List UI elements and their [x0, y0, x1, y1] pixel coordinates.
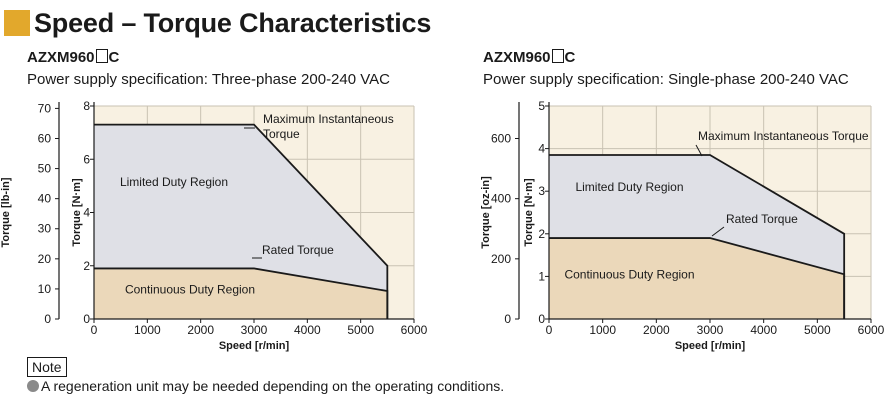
- model-name-left: AZXM960 C: [27, 49, 120, 66]
- speed-torque-chart-single-phase: 0 1000 2000 3000 4000 5000 6000 0 1 2 3 4 5 0 200 400 60…: [480, 99, 885, 352]
- y-axis-label: Torque [N·m]: [523, 178, 535, 247]
- y2-tick-label: 400: [491, 192, 511, 206]
- model-name-right: AZXM960 C: [483, 49, 576, 66]
- y-tick-label: 1: [538, 269, 545, 283]
- limited-duty-region-label: Limited Duty Region: [575, 180, 683, 194]
- x-axis-label: Speed [r/min]: [675, 340, 746, 352]
- y-tick-label: 0: [538, 312, 545, 326]
- y-tick-label: 3: [538, 184, 545, 198]
- x-tick-label: 6000: [401, 323, 428, 337]
- rated-torque-label: Rated Torque: [262, 243, 334, 257]
- power-spec-left: Power supply specification: Three-phase …: [27, 71, 390, 88]
- y2-tick-label: 30: [38, 222, 52, 236]
- x-tick-label: 1000: [589, 323, 616, 337]
- y2-tick-label: 200: [491, 252, 511, 266]
- y2-tick-label: 20: [38, 252, 52, 266]
- x-tick-label: 2000: [643, 323, 670, 337]
- rated-torque-curve: [549, 237, 846, 319]
- y2-tick-label: 40: [38, 192, 52, 206]
- bullet-icon: [27, 380, 39, 392]
- rated-torque-curve: [94, 267, 389, 319]
- rated-torque-label: Rated Torque: [726, 212, 798, 226]
- y-tick-label: 4: [538, 142, 545, 156]
- x-tick-label: 5000: [804, 323, 831, 337]
- y-tick-label: 2: [538, 227, 545, 241]
- limited-duty-region-area: [549, 154, 845, 275]
- continuous-duty-region-area: [94, 268, 388, 319]
- y-tick-label: 4: [83, 206, 90, 220]
- x-tick-label: 5000: [347, 323, 374, 337]
- y2-axis-label: Torque [oz-in]: [480, 176, 492, 249]
- limited-duty-region-area: [94, 124, 388, 292]
- note-text: A regeneration unit may be needed depend…: [27, 378, 504, 394]
- y-tick-label: 0: [83, 312, 90, 326]
- x-tick-label: 0: [546, 323, 553, 337]
- y-tick-label: 5: [538, 99, 545, 113]
- y2-tick-label: 600: [491, 131, 511, 145]
- y2-tick-label: 0: [44, 312, 51, 326]
- x-tick-label: 0: [91, 323, 98, 337]
- x-tick-label: 3000: [697, 323, 724, 337]
- y2-tick-label: 10: [38, 282, 52, 296]
- max-torque-label: Maximum Instantaneous Torque: [263, 112, 394, 141]
- y-tick-label: 6: [83, 152, 90, 166]
- continuous-duty-region-area: [549, 238, 845, 319]
- y-tick-label: 8: [83, 99, 90, 113]
- title-square-icon: [4, 10, 30, 36]
- y2-tick-label: 60: [38, 131, 52, 145]
- continuous-duty-region-label: Continuous Duty Region: [125, 283, 255, 297]
- continuous-duty-region-label: Continuous Duty Region: [564, 268, 694, 282]
- x-tick-label: 2000: [187, 323, 214, 337]
- x-tick-label: 4000: [294, 323, 321, 337]
- y2-tick-label: 50: [38, 162, 52, 176]
- x-tick-label: 1000: [134, 323, 161, 337]
- y2-axis-label: Torque [lb-in]: [0, 177, 12, 247]
- x-tick-label: 3000: [241, 323, 268, 337]
- page-title: Speed – Torque Characteristics: [34, 7, 432, 38]
- y-tick-label: 2: [83, 259, 90, 273]
- power-spec-right: Power supply specification: Single-phase…: [483, 71, 849, 88]
- y2-tick-label: 0: [504, 312, 511, 326]
- x-tick-label: 4000: [750, 323, 777, 337]
- x-axis-label: Speed [r/min]: [219, 340, 290, 352]
- page-header: Speed – Torque Characteristics: [4, 4, 431, 42]
- x-tick-label: 6000: [858, 323, 885, 337]
- max-torque-label: Maximum Instantaneous Torque: [698, 129, 869, 143]
- placeholder-box-icon: [95, 49, 108, 63]
- max-torque-leader: [695, 144, 703, 157]
- placeholder-box-icon: [551, 49, 564, 63]
- rated-torque-leader: [711, 226, 725, 237]
- note-label: Note: [27, 357, 67, 377]
- speed-torque-chart-three-phase: 0 1000 2000 3000 4000 5000 6000 0 2 4 6 8 0 10 20 30 40 5…: [0, 99, 428, 352]
- y2-tick-label: 70: [38, 101, 52, 115]
- limited-duty-region-label: Limited Duty Region: [120, 175, 228, 189]
- y-axis-label: Torque [N·m]: [71, 178, 83, 247]
- note-body: A regeneration unit may be needed depend…: [41, 378, 505, 394]
